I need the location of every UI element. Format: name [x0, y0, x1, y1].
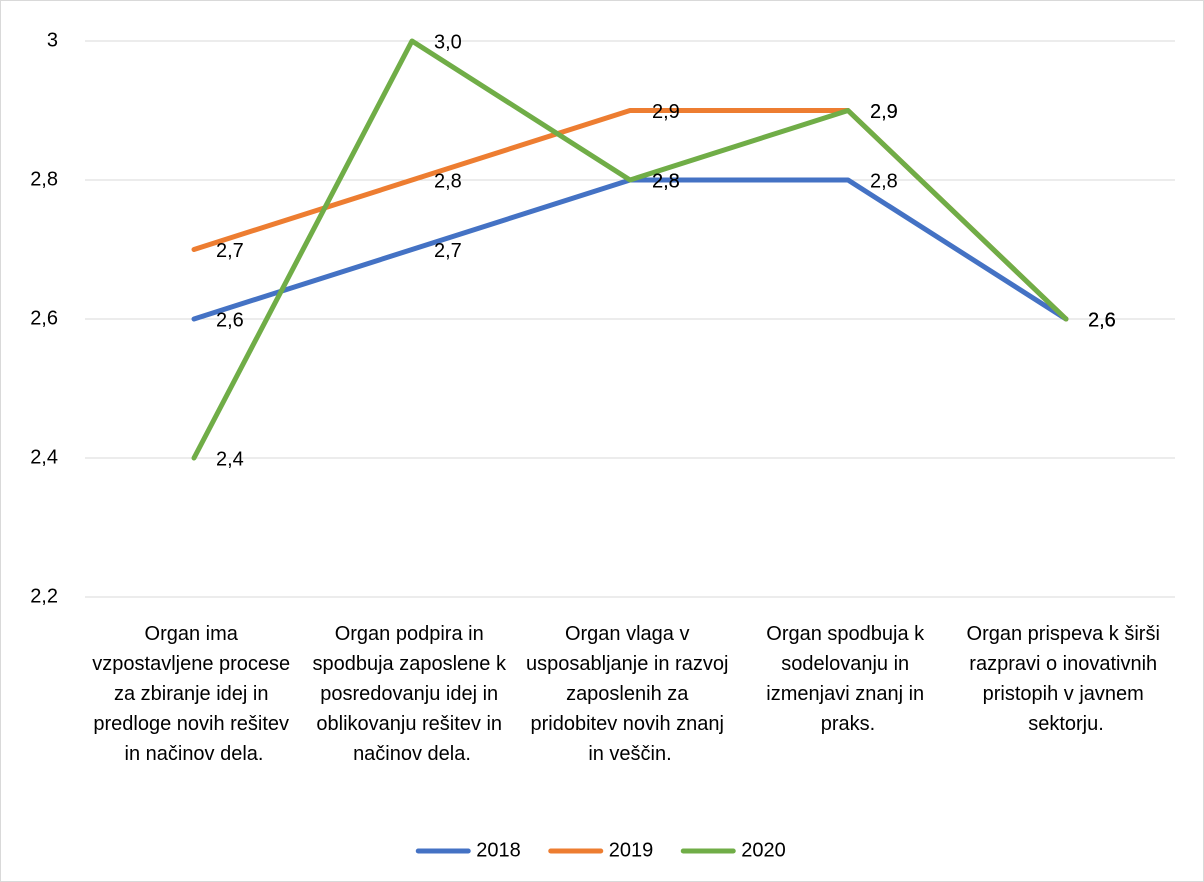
y-tick-label: 2,4	[30, 446, 58, 468]
data-label: 2,6	[1088, 309, 1116, 331]
data-label: 2,8	[652, 170, 680, 192]
x-tick-label: Organ vlaga v usposabljanje in razvoj za…	[526, 623, 734, 765]
data-label: 2,6	[216, 309, 244, 331]
y-tick-label: 2,6	[30, 307, 58, 329]
legend-label: 2019	[609, 839, 654, 861]
data-label: 2,8	[870, 170, 898, 192]
legend-label: 2020	[741, 839, 786, 861]
x-tick-label: Organ podpira in spodbuja zaposlene k po…	[312, 623, 511, 765]
data-line	[191, 38, 1069, 461]
data-label: 3,0	[434, 31, 462, 53]
data-label: 2,9	[870, 101, 898, 123]
y-tick-label: 2,2	[30, 585, 58, 607]
x-tick-label: Organ spodbuja k sodelovanju in izmenjav…	[766, 623, 929, 735]
data-label: 2,9	[870, 101, 898, 123]
legend-label: 2018	[476, 839, 521, 861]
data-label: 2,9	[652, 101, 680, 123]
data-label: 2,8	[652, 170, 680, 192]
data-label: 2,7	[434, 240, 462, 262]
legend: 2018 2019 2020	[415, 839, 786, 861]
data-label: 2,4	[216, 448, 244, 470]
data-label: 2,7	[216, 240, 244, 262]
x-tick-label: Organ prispeva k širši razpravi o inovat…	[967, 623, 1166, 735]
x-tick-label: Organ ima vzpostavljene procese za zbira…	[92, 623, 295, 765]
y-tick-label: 3	[47, 29, 58, 51]
data-label: 2,6	[1088, 309, 1116, 331]
data-label: 2,6	[1088, 309, 1116, 331]
y-tick-label: 2,8	[30, 168, 58, 190]
data-label: 2,8	[434, 170, 462, 192]
